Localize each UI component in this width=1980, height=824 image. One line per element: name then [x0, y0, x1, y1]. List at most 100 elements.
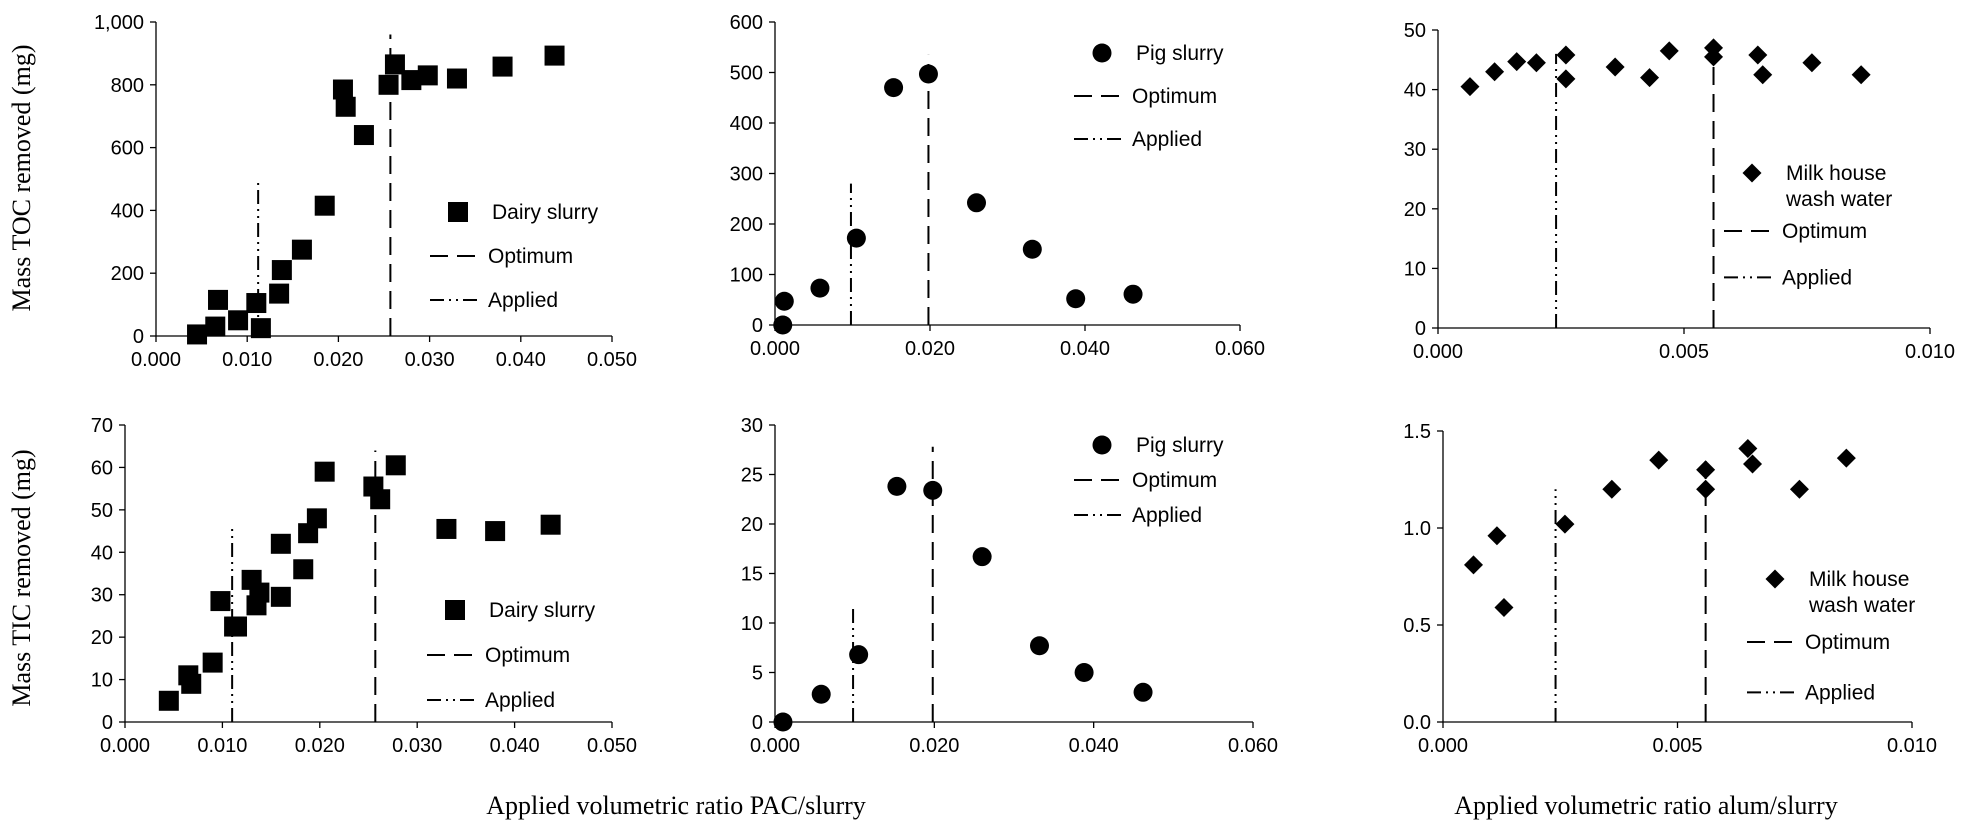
x-tick-label: 0.010	[1905, 341, 1955, 363]
data-point	[1022, 239, 1042, 259]
y-tick-label: 0	[102, 712, 113, 734]
x-tick-label: 0.040	[496, 349, 546, 371]
y-tick-label: 500	[730, 63, 763, 85]
data-point	[1133, 682, 1153, 702]
data-point	[446, 68, 467, 89]
data-point	[849, 645, 869, 665]
y-tick-label: 1.5	[1403, 421, 1431, 443]
data-point	[1738, 438, 1758, 458]
y-tick-label: 1,000	[94, 12, 144, 34]
y-tick-label: 400	[730, 113, 763, 135]
legend-applied-label: Applied	[1805, 681, 1875, 704]
data-point	[332, 79, 353, 100]
y-tick-label: 50	[91, 500, 113, 522]
y-tick-label: 0	[752, 712, 763, 734]
data-point	[269, 283, 290, 304]
row-0-ylabel: Mass TOC removed (mg)	[7, 45, 36, 312]
chart-0: 0.000 0.010 0.020 0.030 0.040 0.050 0 200 400 600…	[94, 12, 637, 371]
x-tick-label: 0.020	[905, 338, 955, 360]
data-point	[967, 193, 986, 213]
x-tick-label: 0.020	[295, 735, 345, 757]
data-point	[1507, 52, 1527, 72]
legend-optimum-label: Optimum	[488, 245, 573, 268]
data-point	[1851, 65, 1871, 85]
data-point	[384, 54, 405, 75]
legend-series-label: Pig slurry	[1136, 434, 1224, 457]
data-point	[846, 228, 866, 248]
data-point	[187, 324, 208, 345]
data-point	[1836, 448, 1856, 468]
data-point	[306, 508, 327, 529]
data-point	[246, 293, 267, 314]
y-tick-label: 60	[91, 457, 113, 479]
legend: Milk house wash water Optimum Applied	[1747, 568, 1915, 704]
data-point	[1696, 479, 1716, 499]
chart-2: 0.000 0.005 0.010 0 10 20 30 40 50 Milk house wash…	[1404, 20, 1955, 363]
data-point	[1748, 45, 1768, 65]
data-point	[293, 559, 314, 580]
chart-3: 0.000 0.010 0.020 0.030 0.040 0.050 0 10 20 30 40 5…	[91, 415, 637, 757]
legend-marker	[1092, 43, 1112, 63]
data-point	[1555, 514, 1575, 534]
x-tick-label: 0.000	[1418, 735, 1468, 757]
y-tick-label: 0	[1415, 318, 1426, 340]
x-tick-label: 0.000	[100, 735, 150, 757]
data-point	[401, 70, 422, 91]
data-point	[1649, 450, 1669, 470]
data-point	[1494, 598, 1514, 618]
data-point	[210, 591, 231, 612]
y-tick-label: 800	[111, 75, 144, 97]
data-point	[249, 582, 270, 603]
data-point	[887, 476, 907, 496]
data-point	[1789, 479, 1809, 499]
y-tick-label: 15	[741, 564, 763, 586]
data-point	[1704, 38, 1724, 58]
x-tick-label: 0.030	[405, 349, 455, 371]
data-point	[1460, 77, 1480, 97]
data-point	[774, 291, 794, 311]
y-tick-label: 0.0	[1403, 712, 1431, 734]
data-point	[773, 712, 793, 732]
x-tick-label: 0.060	[1228, 735, 1278, 757]
y-tick-label: 20	[741, 514, 763, 536]
legend-marker	[448, 202, 468, 222]
col-0-xlabel: Applied volumetric ratio PAC/slurry	[486, 791, 866, 820]
y-tick-label: 600	[111, 138, 144, 160]
data-point	[314, 195, 335, 216]
data-point	[1556, 69, 1576, 89]
x-tick-label: 0.005	[1652, 735, 1702, 757]
legend-optimum-label: Optimum	[1805, 631, 1890, 654]
x-tick-label: 0.020	[909, 735, 959, 757]
chart-4: 0.000 0.020 0.040 0.060 0 5 10 15 20 25 30 Pig slur…	[741, 415, 1278, 757]
row-1-ylabel: Mass TIC removed (mg)	[7, 449, 36, 706]
y-tick-label: 200	[111, 263, 144, 285]
col-1-xlabel: Applied volumetric ratio alum/slurry	[1454, 791, 1837, 820]
y-tick-label: 25	[741, 465, 763, 487]
data-point	[436, 518, 457, 539]
y-tick-label: 20	[91, 627, 113, 649]
legend-optimum-label: Optimum	[1782, 220, 1867, 243]
legend-series-label: Dairy slurry	[489, 599, 596, 622]
legend-marker	[445, 600, 465, 620]
data-point	[250, 318, 271, 339]
y-tick-label: 10	[91, 670, 113, 692]
data-point	[1659, 41, 1679, 61]
legend: Milk house wash water Optimum Applied	[1724, 162, 1892, 289]
legend: Pig slurry Optimum Applied	[1074, 434, 1224, 527]
legend-series-label-line2: wash water	[1785, 188, 1892, 211]
data-point	[271, 260, 292, 281]
legend-optimum-label: Optimum	[485, 644, 570, 667]
data-point	[1640, 68, 1660, 88]
legend-series-label: Milk house	[1786, 162, 1886, 185]
y-tick-label: 30	[741, 415, 763, 437]
data-point	[492, 56, 513, 77]
y-tick-label: 100	[730, 265, 763, 287]
y-tick-label: 600	[730, 12, 763, 34]
y-tick-label: 200	[730, 214, 763, 236]
data-point	[228, 310, 249, 331]
data-point	[385, 455, 406, 476]
data-point	[1463, 555, 1483, 575]
x-tick-label: 0.020	[313, 349, 363, 371]
y-tick-label: 30	[91, 585, 113, 607]
